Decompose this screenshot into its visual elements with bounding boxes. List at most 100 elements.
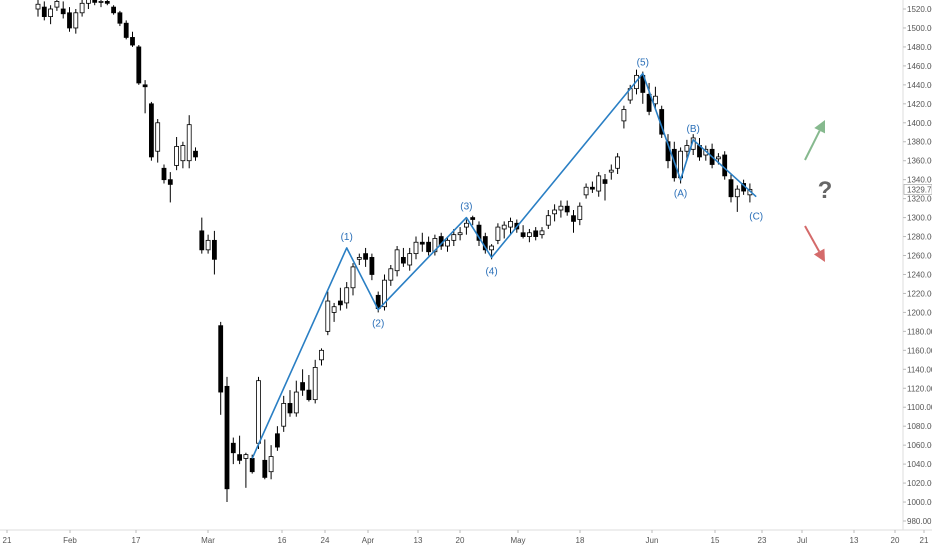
candle	[54, 0, 60, 11]
candle	[123, 20, 129, 40]
scenario-arrows-layer: ?	[804, 120, 832, 262]
candle	[186, 115, 192, 169]
candle	[35, 0, 41, 17]
price-axis[interactable]: 1520.00 1500.00 1480.00 1460.00 1440.00 1420.…	[902, 0, 932, 530]
candle-body-down	[419, 241, 425, 245]
candle	[495, 223, 501, 245]
candle-body-up	[451, 234, 457, 241]
candle	[268, 445, 274, 480]
time-tick-label: 15	[711, 536, 720, 545]
candle	[602, 173, 608, 201]
elliott-wave-layer: (1) (2) (3) (4) (5) (A) (B) (C)	[251, 57, 763, 459]
candle	[306, 374, 312, 402]
candle-body-up	[86, 0, 91, 4]
candle	[274, 426, 280, 451]
candle	[445, 236, 450, 252]
candle	[218, 321, 224, 415]
price-tick-label: 1480.00	[907, 43, 932, 52]
candle-body-down	[230, 442, 236, 454]
candle-body-up	[684, 145, 690, 152]
candle	[230, 437, 236, 465]
candle-body-up	[545, 215, 551, 226]
price-tick-label: 1520.00	[907, 5, 932, 14]
candle	[413, 236, 419, 260]
candle	[174, 137, 180, 171]
candle	[262, 439, 268, 480]
candle	[621, 105, 627, 129]
candle-body-down	[123, 22, 129, 38]
candle-body-up	[268, 456, 274, 473]
candle	[344, 282, 350, 309]
candle	[608, 164, 614, 180]
wave-label: (B)	[687, 124, 700, 135]
candle-body-down	[571, 215, 576, 222]
price-tick-label: 1180.00	[907, 327, 932, 336]
candle	[432, 234, 438, 256]
price-tick-label: 1280.00	[907, 233, 932, 242]
candle	[300, 369, 306, 396]
candle-body-down	[167, 179, 173, 185]
candle	[400, 247, 406, 267]
candle-body-up	[331, 306, 337, 313]
candle	[48, 5, 53, 25]
candle-body-up	[344, 287, 350, 304]
candle	[356, 253, 362, 265]
price-tick-label: 1360.00	[907, 157, 932, 166]
price-tick-label: 1500.00	[907, 24, 932, 33]
candle	[382, 274, 387, 311]
price-tick-label: 1340.00	[907, 176, 932, 185]
candle-body-up	[552, 209, 557, 215]
time-tick-label: Jul	[797, 536, 807, 545]
elliott-wave-line	[251, 72, 757, 459]
candle	[98, 0, 104, 8]
candle-body-down	[363, 253, 369, 260]
wave-label: (C)	[749, 211, 763, 222]
time-tick-label: 16	[278, 536, 287, 545]
candle	[193, 147, 198, 161]
time-tick-label: 21	[920, 536, 929, 545]
candle-body-up	[501, 224, 507, 230]
price-tick-label: 1040.00	[907, 460, 932, 469]
candle-body-up	[205, 239, 211, 251]
candle	[180, 141, 186, 169]
time-tick-label: 18	[576, 536, 585, 545]
candle	[130, 31, 135, 47]
candle	[388, 265, 394, 286]
candle-body-up	[54, 1, 60, 8]
candle-body-up	[79, 2, 85, 14]
candle-body-up	[539, 230, 545, 236]
candle-body-up	[495, 226, 501, 241]
candle	[407, 247, 413, 271]
candle-body-down	[148, 103, 154, 158]
candle	[463, 219, 469, 235]
bearish-arrow-head	[813, 248, 825, 262]
candle	[243, 452, 249, 488]
candle-body-up	[489, 245, 495, 251]
candle-body-down	[237, 454, 243, 461]
candle-body-down	[211, 239, 217, 260]
candle-body-down	[104, 1, 110, 4]
candle-body-up	[621, 109, 627, 122]
candle	[734, 185, 740, 212]
candle-body-up	[350, 266, 356, 289]
candle-body-up	[312, 366, 318, 401]
candle	[552, 204, 557, 222]
candle	[583, 183, 589, 199]
time-axis[interactable]: 21 Feb 17 Mar 16 24 Apr 13 20 May 18 Jun 15 23 Jul 13 20…	[0, 529, 932, 545]
candle-body-down	[67, 12, 72, 29]
candle-body-down	[400, 257, 406, 264]
candle	[419, 232, 425, 252]
candle	[148, 101, 154, 161]
candle	[111, 5, 116, 15]
time-tick-label: 21	[3, 536, 12, 545]
price-tick-label: 1060.00	[907, 441, 932, 450]
candle	[142, 80, 148, 114]
time-tick-label: 17	[132, 536, 141, 545]
candle	[653, 86, 658, 110]
candle-body-up	[558, 205, 564, 211]
bullish-arrow	[804, 120, 825, 161]
candle-body-down	[41, 6, 47, 17]
